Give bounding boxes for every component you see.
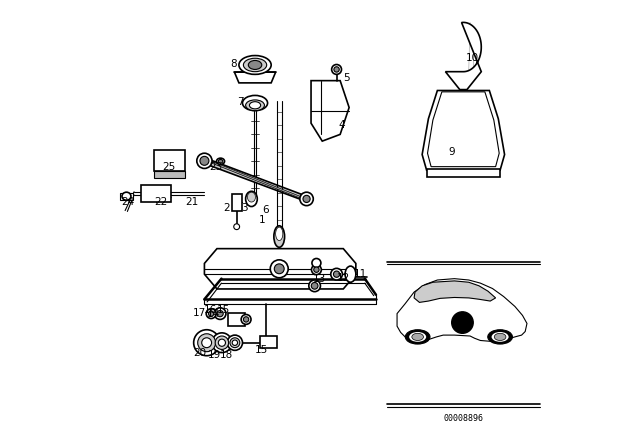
Ellipse shape: [243, 95, 268, 111]
Ellipse shape: [309, 280, 321, 292]
Text: 24: 24: [122, 198, 135, 207]
Ellipse shape: [275, 264, 284, 274]
Text: 18: 18: [220, 350, 234, 360]
Ellipse shape: [345, 266, 356, 282]
Ellipse shape: [227, 335, 243, 350]
Ellipse shape: [194, 330, 220, 356]
Ellipse shape: [198, 334, 216, 352]
Polygon shape: [397, 279, 527, 341]
Ellipse shape: [248, 60, 262, 69]
Text: 25: 25: [162, 162, 175, 172]
Text: 1: 1: [259, 215, 265, 224]
Ellipse shape: [239, 56, 271, 74]
Text: 22: 22: [154, 198, 168, 207]
Text: 3: 3: [241, 203, 248, 213]
Ellipse shape: [488, 330, 513, 344]
Text: 16: 16: [204, 305, 217, 315]
Text: 19: 19: [208, 350, 221, 360]
Ellipse shape: [248, 192, 255, 202]
Ellipse shape: [312, 265, 321, 275]
Bar: [260, 336, 278, 348]
Ellipse shape: [232, 340, 237, 345]
Bar: [427, 169, 500, 177]
Text: 6: 6: [262, 205, 269, 215]
Ellipse shape: [206, 309, 216, 319]
Polygon shape: [204, 249, 356, 289]
Ellipse shape: [303, 195, 310, 202]
Polygon shape: [414, 281, 495, 302]
Polygon shape: [207, 159, 305, 200]
Ellipse shape: [215, 336, 228, 349]
Ellipse shape: [405, 330, 430, 344]
Ellipse shape: [230, 338, 240, 348]
Ellipse shape: [250, 102, 260, 109]
Ellipse shape: [218, 339, 225, 346]
Ellipse shape: [492, 332, 509, 342]
Polygon shape: [234, 72, 276, 83]
Ellipse shape: [312, 258, 321, 267]
Ellipse shape: [334, 67, 339, 72]
Bar: [228, 313, 245, 326]
Ellipse shape: [412, 333, 424, 340]
Ellipse shape: [243, 58, 267, 72]
Ellipse shape: [209, 311, 214, 316]
Text: 8: 8: [230, 59, 237, 69]
Text: 00008896: 00008896: [444, 414, 483, 423]
Ellipse shape: [216, 158, 225, 164]
Ellipse shape: [332, 65, 342, 74]
Bar: [154, 150, 185, 171]
Ellipse shape: [331, 268, 342, 280]
Ellipse shape: [200, 156, 209, 165]
Ellipse shape: [122, 192, 131, 200]
Text: 15: 15: [217, 305, 230, 315]
Circle shape: [452, 312, 473, 333]
Ellipse shape: [234, 224, 239, 229]
Ellipse shape: [274, 226, 285, 247]
Text: 13: 13: [312, 274, 326, 284]
Ellipse shape: [197, 153, 212, 168]
Text: 7: 7: [237, 97, 244, 107]
Text: 10: 10: [466, 53, 479, 63]
Ellipse shape: [314, 267, 319, 272]
Text: 21: 21: [186, 198, 199, 207]
Ellipse shape: [270, 260, 288, 278]
Bar: [232, 194, 242, 211]
Text: 15: 15: [255, 345, 268, 355]
Ellipse shape: [311, 283, 318, 289]
Text: 11: 11: [354, 269, 367, 279]
Polygon shape: [445, 22, 481, 90]
Ellipse shape: [409, 332, 426, 342]
Ellipse shape: [243, 317, 249, 322]
Ellipse shape: [212, 333, 232, 353]
Text: 14: 14: [207, 310, 220, 319]
Polygon shape: [204, 158, 307, 202]
Ellipse shape: [202, 338, 212, 348]
Text: 12: 12: [337, 273, 350, 283]
Ellipse shape: [494, 333, 506, 340]
Text: 17: 17: [193, 308, 207, 318]
Ellipse shape: [276, 227, 283, 241]
Polygon shape: [422, 90, 504, 170]
Text: 4: 4: [338, 120, 345, 129]
Bar: [141, 185, 172, 202]
Polygon shape: [120, 193, 133, 200]
Text: 20: 20: [193, 348, 207, 358]
Text: 23: 23: [209, 162, 223, 172]
Ellipse shape: [246, 100, 264, 111]
Polygon shape: [311, 81, 349, 141]
Bar: [154, 171, 185, 178]
Ellipse shape: [241, 314, 251, 324]
Ellipse shape: [217, 310, 223, 317]
Ellipse shape: [218, 159, 223, 163]
Ellipse shape: [214, 308, 226, 319]
Text: 5: 5: [344, 73, 350, 83]
Ellipse shape: [333, 271, 340, 277]
Ellipse shape: [246, 191, 257, 207]
Text: 9: 9: [449, 147, 456, 157]
Text: 2: 2: [223, 203, 230, 213]
Ellipse shape: [300, 192, 314, 206]
